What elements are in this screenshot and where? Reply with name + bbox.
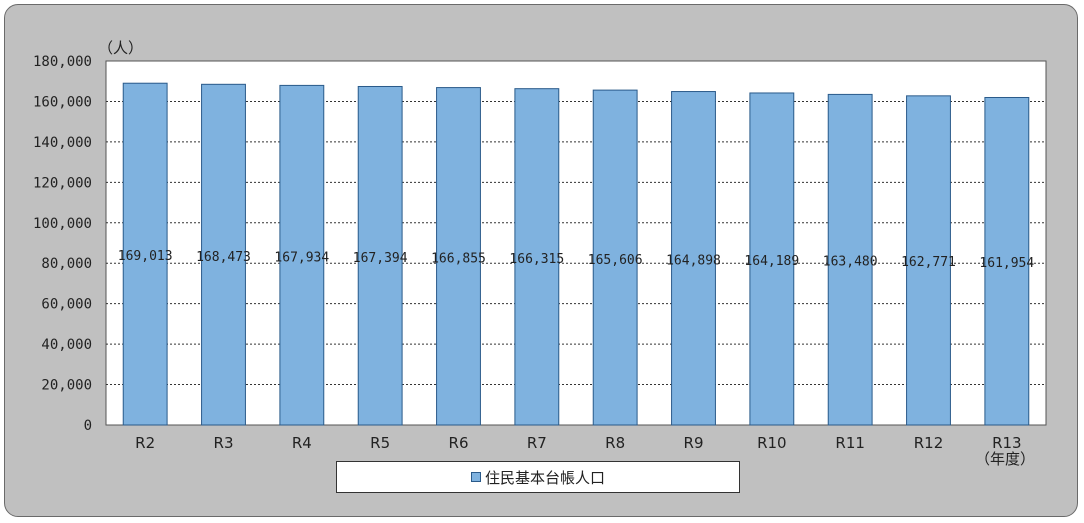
bar [749,92,795,426]
x-tick-label: R4 [292,434,312,452]
x-tick-label: R7 [527,434,547,452]
data-label: 168,473 [196,250,251,265]
bar [436,87,481,426]
y-tick-label: 160,000 [33,94,92,110]
x-unit-label: （年度） [975,450,1035,468]
y-unit-label: （人） [98,39,143,57]
legend: 住民基本台帳人口 [336,461,740,493]
bar [827,93,873,426]
data-label: 167,934 [274,250,329,265]
x-tick-label: R11 [835,434,865,452]
data-label: 162,771 [901,255,956,270]
bar [357,85,403,426]
y-tick-label: 60,000 [41,297,92,313]
x-tick-label: R10 [757,434,787,452]
x-tick-label: R6 [449,434,469,452]
y-tick-label: 100,000 [33,216,92,232]
y-tick-label: 120,000 [33,175,92,191]
legend-swatch-icon [470,472,481,482]
x-tick-label: R9 [684,434,704,452]
data-label: 166,315 [509,252,564,267]
bar [671,91,716,426]
bar [592,89,638,426]
bar [201,83,246,426]
data-label: 166,855 [431,252,486,267]
y-tick-label: 140,000 [33,135,92,151]
plot-area [105,60,1047,426]
y-tick-label: 20,000 [41,378,92,394]
data-label: 164,898 [666,253,721,268]
x-tick-label: R12 [914,434,944,452]
bar [906,95,951,426]
bar [122,82,168,426]
y-tick-label: 80,000 [41,256,92,272]
x-tick-label: R8 [605,434,625,452]
y-tick-label: 180,000 [33,54,92,70]
bar [514,88,560,426]
data-label: 165,606 [588,253,643,268]
x-tick-label: R5 [370,434,390,452]
data-label: 161,954 [979,256,1034,271]
bar [984,96,1030,426]
y-tick-label: 0 [84,418,92,434]
x-tick-label: R3 [214,434,234,452]
legend-label: 住民基本台帳人口 [484,468,605,487]
x-tick-label: R2 [135,434,155,452]
x-tick-label: R13 [992,434,1022,452]
data-label: 164,189 [744,254,799,269]
data-label: 163,480 [823,255,878,270]
data-label: 169,013 [118,249,173,264]
bar [279,84,325,426]
y-tick-label: 40,000 [41,337,92,353]
data-label: 167,394 [353,251,408,266]
